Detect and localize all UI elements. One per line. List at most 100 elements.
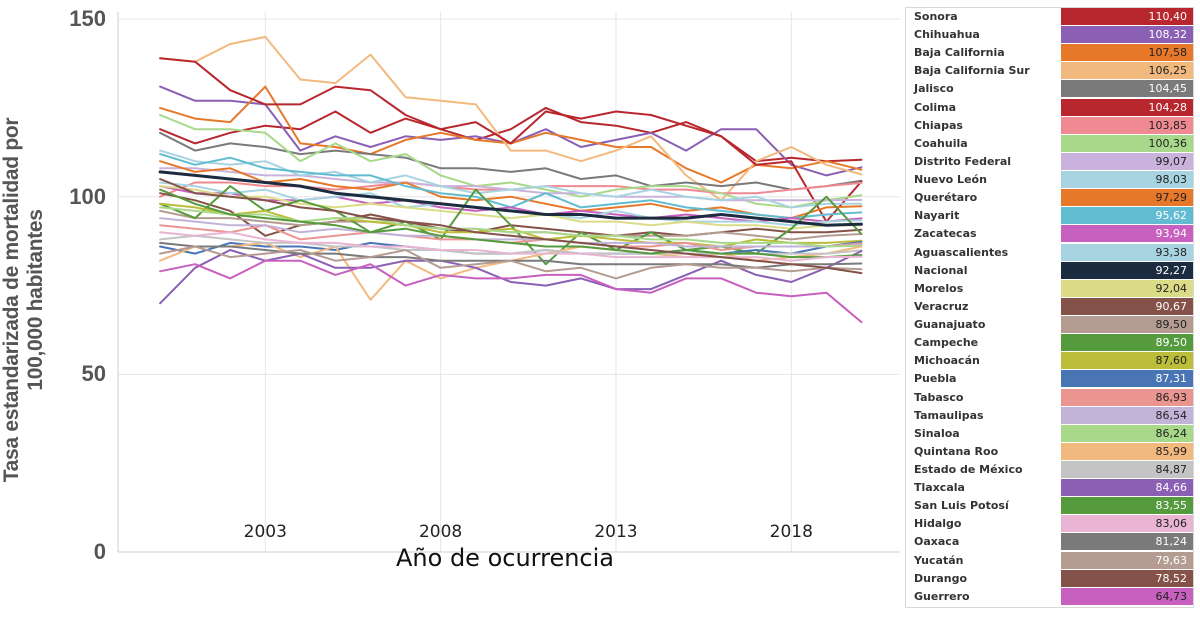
legend-item-swatch: 89,50 (1061, 334, 1193, 353)
series-line-guerrero (159, 259, 863, 324)
legend-item-name: Nuevo León (914, 173, 987, 187)
legend-item-swatch: 108,32 (1061, 26, 1193, 45)
legend-item-swatch: 110,40 (1061, 8, 1193, 26)
legend-item-name: Puebla (914, 372, 957, 386)
series-line-hidalgo (159, 231, 863, 262)
legend-item-name: Nacional (914, 263, 968, 277)
legend-item-swatch: 84,87 (1061, 461, 1193, 479)
legend-item-value: 83,55 (1155, 499, 1188, 513)
legend-item-name: Tabasco (914, 390, 964, 404)
legend-item-name: Coahuila (914, 136, 968, 150)
legend-item-swatch: 85,99 (1061, 442, 1193, 461)
series-line-sonora (159, 106, 863, 163)
series-line-jalisco (159, 131, 863, 191)
y-tick-label: 50 (81, 361, 106, 387)
legend-item: San Luis Potosí 83,55 (906, 497, 1193, 516)
series-line-durango (159, 178, 863, 275)
legend-item-name: Campeche (914, 336, 979, 350)
legend-item: Tlaxcala 84,66 (906, 479, 1193, 498)
legend-item: Guerrero 64,73 (906, 587, 1193, 606)
legend-item-name: Colima (914, 100, 957, 114)
legend-item: Zacatecas 93,94 (906, 225, 1193, 244)
legend-item-swatch: 95,62 (1061, 207, 1193, 226)
legend-item: Sinaloa 86,24 (906, 424, 1193, 443)
x-tick-label: 2008 (418, 522, 463, 542)
series-line-baja-california-sur (159, 35, 863, 202)
legend-item-name: Distrito Federal (914, 154, 1012, 168)
series-line-morelos (159, 185, 863, 230)
legend-item-swatch: 83,55 (1061, 497, 1193, 516)
legend-item: Tamaulipas 86,54 (906, 406, 1193, 425)
legend-item-name: Estado de México (914, 463, 1023, 476)
legend-item-name: Querétaro (914, 191, 978, 205)
legend-item-value: 98,03 (1155, 173, 1188, 187)
legend-item-swatch: 79,63 (1061, 551, 1193, 570)
legend-item-value: 87,31 (1155, 372, 1188, 386)
legend-item-swatch: 90,67 (1061, 297, 1193, 316)
legend-item-value: 87,60 (1155, 354, 1188, 368)
legend-item: Nayarit 95,62 (906, 207, 1193, 226)
legend-item-swatch: 98,03 (1061, 171, 1193, 190)
legend-item-value: 86,54 (1155, 408, 1188, 422)
legend-item-value: 110,40 (1148, 10, 1188, 23)
legend-item-swatch: 87,31 (1061, 370, 1193, 389)
legend-item: Yucatán 79,63 (906, 551, 1193, 570)
legend-item-name: Hidalgo (914, 517, 962, 531)
legend-item: Chihuahua 108,32 (906, 26, 1193, 45)
legend-item: Colima 104,28 (906, 98, 1193, 117)
legend-item-value: 89,50 (1155, 336, 1188, 350)
legend-item: Querétaro 97,29 (906, 189, 1193, 208)
series-line-san-luis-potosi (159, 188, 863, 259)
legend-item-swatch: 93,94 (1061, 225, 1193, 244)
legend-item: Quintana Roo 85,99 (906, 442, 1193, 461)
legend-item-value: 104,45 (1148, 82, 1188, 96)
legend-item-name: Aguascalientes (914, 245, 1009, 259)
legend-item-value: 104,28 (1148, 100, 1188, 114)
legend-item-value: 108,32 (1148, 28, 1188, 42)
legend-item: Campeche 89,50 (906, 334, 1193, 353)
legend-item-swatch: 92,27 (1061, 261, 1193, 280)
legend-item: Estado de México 84,87 (906, 461, 1193, 479)
legend-item-value: 64,73 (1155, 589, 1188, 603)
legend-item-value: 89,50 (1155, 318, 1188, 332)
y-tick-label: 100 (69, 183, 106, 209)
legend-item-name: Tlaxcala (914, 481, 965, 495)
legend-item-value: 79,63 (1155, 553, 1188, 567)
series-line-nuevo-leon (159, 149, 863, 209)
legend-item-name: Sinaloa (914, 426, 960, 440)
legend-item-swatch: 100,36 (1061, 134, 1193, 153)
legend-item-value: 103,85 (1148, 118, 1188, 132)
legend-item-name: San Luis Potosí (914, 499, 1009, 513)
legend-item-swatch: 86,54 (1061, 406, 1193, 425)
x-axis-title: Año de ocurrencia (396, 544, 614, 572)
series-line-colima (159, 57, 863, 223)
legend-item-swatch: 103,85 (1061, 116, 1193, 135)
legend-item-value: 106,25 (1148, 64, 1188, 78)
legend-item-value: 97,29 (1155, 191, 1188, 205)
legend-item-swatch: 64,73 (1061, 587, 1193, 606)
legend-item-name: Guanajuato (914, 318, 986, 332)
legend-item-value: 93,38 (1155, 245, 1188, 259)
legend-item: Puebla 87,31 (906, 370, 1193, 389)
legend-item: Michoacán 87,60 (906, 352, 1193, 371)
legend-item-name: Durango (914, 571, 968, 585)
legend-item-swatch: 87,60 (1061, 352, 1193, 371)
legend-item-value: 78,52 (1155, 571, 1188, 585)
legend-item-swatch: 86,93 (1061, 388, 1193, 407)
legend-item-value: 83,06 (1155, 517, 1188, 531)
legend-item-name: Jalisco (914, 82, 954, 96)
legend-item: Coahuila 100,36 (906, 134, 1193, 153)
legend-item: Nacional 92,27 (906, 261, 1193, 280)
legend-item-value: 100,36 (1148, 136, 1188, 150)
legend-item-value: 84,87 (1155, 463, 1188, 476)
legend-item-name: Baja California (914, 46, 1005, 60)
axes (117, 12, 900, 553)
legend-item: Chiapas 103,85 (906, 116, 1193, 135)
legend-item-name: Chihuahua (914, 28, 980, 42)
legend-item-swatch: 84,66 (1061, 479, 1193, 498)
legend-item-swatch: 97,29 (1061, 189, 1193, 208)
y-tick-label: 0 (93, 539, 106, 564)
legend-item: Tabasco 86,93 (906, 388, 1193, 407)
series-line-tlaxcala (159, 249, 863, 305)
series-line-nacional (158, 170, 863, 227)
